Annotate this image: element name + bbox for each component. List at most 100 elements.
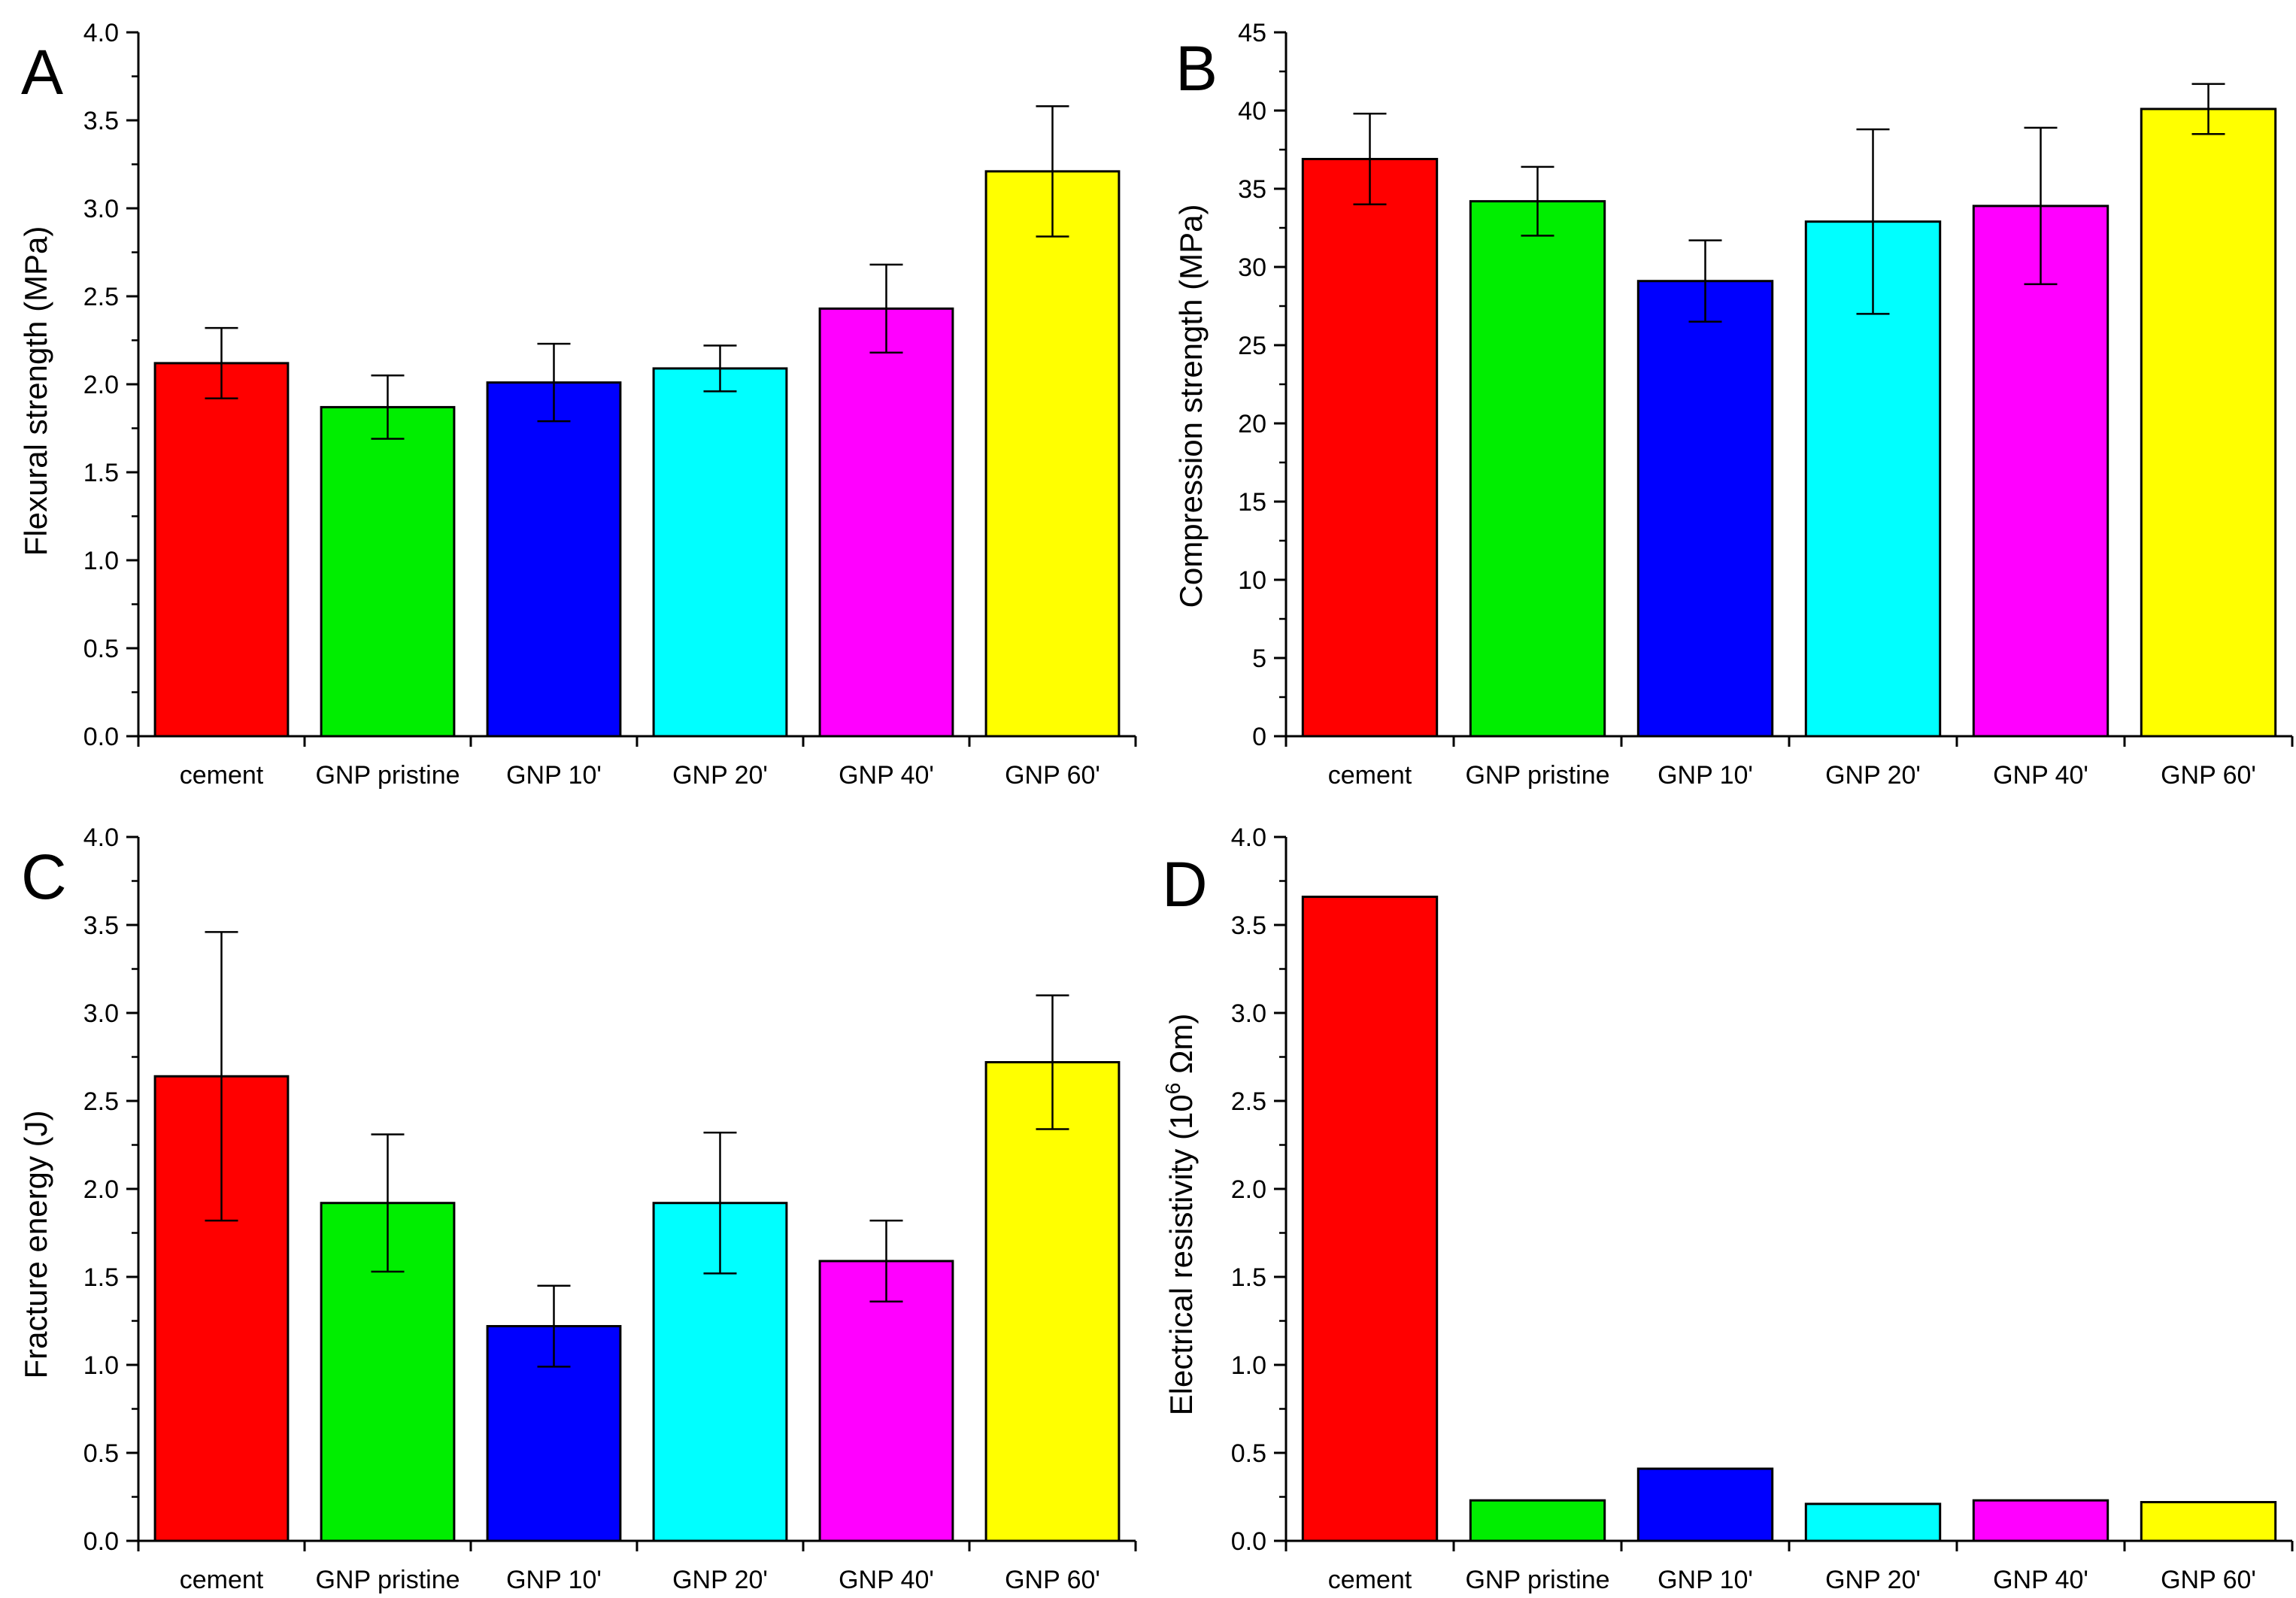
- panel-a-category-label-cement: cement: [180, 761, 264, 790]
- panel-c-bar-gnp-60: [984, 1061, 1121, 1542]
- panel-c-y-tick-label: 2.0: [83, 1175, 119, 1204]
- panel-d-y-tick-label: 3.5: [1231, 911, 1266, 940]
- panel-a-y-tick-label: 0.0: [83, 723, 119, 751]
- panel-d-y-tick-label: 3.0: [1231, 999, 1266, 1028]
- panel-a-y-axis-title: Flexural strength (MPa): [18, 226, 53, 556]
- panel-a-bar-gnp-pristine: [320, 405, 456, 738]
- panel-d-y-tick-label: 0.5: [1231, 1439, 1266, 1468]
- panel-c-category-label-gnp-10: GNP 10': [506, 1566, 602, 1594]
- panel-c-category-label-gnp-60: GNP 60': [1005, 1566, 1100, 1594]
- panel-a-category-label-gnp-20: GNP 20': [672, 761, 768, 790]
- panel-b-category-label-gnp-60: GNP 60': [2161, 761, 2256, 790]
- panel-a-category-label-gnp-60: GNP 60': [1005, 761, 1100, 790]
- panel-a-axes: [126, 31, 1137, 747]
- panel-c-bars: [153, 1061, 1121, 1542]
- panel-c-y-tick-label: 2.5: [83, 1087, 119, 1116]
- panel-b-axes: [1274, 31, 2294, 747]
- panel-b-ticks: cement GNP pristine GNP 10' GNP 20' GNP 40' G…: [1238, 19, 2256, 790]
- panel-b-category-label-gnp-40: GNP 40': [1993, 761, 2088, 790]
- panel-c-y-tick-label: 0.5: [83, 1439, 119, 1468]
- panel-a-y-tick-label: 3.5: [83, 107, 119, 135]
- panel-d-bar-cement: [1301, 896, 1439, 1542]
- panel-a-bar-gnp-10: [486, 381, 622, 738]
- panel-c-category-label-gnp-40: GNP 40': [839, 1566, 934, 1594]
- panel-a-y-tick-label: 4.0: [83, 19, 119, 47]
- panel-d-y-axis-title-superscript: 6: [1161, 1083, 1184, 1095]
- panel-c: cement GNP pristine GNP 10' GNP 20' GNP 40' G…: [18, 823, 1137, 1594]
- panel-b-error-bars: [1353, 83, 2225, 323]
- panel-a-ticks: cement GNP pristine GNP 10' GNP 20' GNP 40' G…: [83, 19, 1100, 790]
- panel-d-bar-gnp-10: [1636, 1467, 1774, 1542]
- panel-d-category-label-gnp-10: GNP 10': [1658, 1566, 1753, 1594]
- panel-b-bar-gnp-40: [1972, 205, 2109, 738]
- panel-d-y-tick-label: 2.0: [1231, 1175, 1266, 1204]
- panel-d-category-label-gnp-pristine: GNP pristine: [1465, 1566, 1609, 1594]
- panel-a-letter: A: [21, 37, 63, 108]
- panel-d-bar-gnp-pristine: [1469, 1499, 1606, 1542]
- panel-a-category-label-gnp-10: GNP 10': [506, 761, 602, 790]
- panel-c-category-label-gnp-20: GNP 20': [672, 1566, 768, 1594]
- panel-b-category-label-gnp-20: GNP 20': [1825, 761, 1921, 790]
- panel-d-y-tick-label: 2.5: [1231, 1087, 1266, 1116]
- panel-d-y-tick-label: 1.0: [1231, 1351, 1266, 1380]
- panel-b-y-tick-label: 25: [1238, 332, 1266, 360]
- panel-b-y-tick-label: 40: [1238, 97, 1266, 126]
- panel-b-y-axis-title: Compression strength (MPa): [1173, 205, 1209, 608]
- panel-b-y-tick-label: 45: [1238, 19, 1266, 47]
- panel-a-y-tick-label: 2.0: [83, 371, 119, 399]
- panel-b-y-tick-label: 30: [1238, 253, 1266, 282]
- panel-c-y-tick-label: 1.5: [83, 1263, 119, 1292]
- panel-d-bar-gnp-60: [2140, 1501, 2277, 1542]
- panel-a-category-label-gnp-40: GNP 40': [839, 761, 934, 790]
- panel-a-bar-gnp-20: [652, 367, 788, 738]
- panel-c-y-tick-label: 0.0: [83, 1527, 119, 1556]
- panel-d-category-label-gnp-60: GNP 60': [2161, 1566, 2256, 1594]
- panel-a-y-tick-label: 0.5: [83, 635, 119, 663]
- panel-b-letter: B: [1175, 33, 1218, 104]
- panel-d-category-label-cement: cement: [1328, 1566, 1412, 1594]
- panel-c-ticks: cement GNP pristine GNP 10' GNP 20' GNP 40' G…: [83, 823, 1100, 1594]
- panel-a-y-tick-label: 1.0: [83, 547, 119, 575]
- panel-c-letter: C: [21, 841, 67, 912]
- panel-c-y-tick-label: 3.0: [83, 999, 119, 1028]
- panel-d-y-tick-label: 0.0: [1231, 1527, 1266, 1556]
- panel-a-y-tick-label: 1.5: [83, 459, 119, 487]
- panel-d-category-label-gnp-40: GNP 40': [1993, 1566, 2088, 1594]
- panel-d-y-axis-title-unit: Ωm): [1163, 1014, 1199, 1083]
- panel-b: cement GNP pristine GNP 10' GNP 20' GNP 40' G…: [1173, 19, 2294, 790]
- panel-a-bars: [153, 170, 1121, 738]
- panel-c-category-label-gnp-pristine: GNP pristine: [315, 1566, 460, 1594]
- panel-b-y-tick-label: 20: [1238, 410, 1266, 438]
- panel-d-y-tick-label: 4.0: [1231, 823, 1266, 852]
- panel-a-bar-gnp-60: [984, 170, 1121, 738]
- panel-d-category-label-gnp-20: GNP 20': [1825, 1566, 1921, 1594]
- panel-b-y-tick-label: 10: [1238, 566, 1266, 595]
- panel-b-bar-cement: [1301, 157, 1439, 738]
- panel-b-y-tick-label: 5: [1252, 644, 1266, 673]
- panel-c-y-tick-label: 3.5: [83, 911, 119, 940]
- panel-a-y-tick-label: 2.5: [83, 283, 119, 311]
- panel-d-bar-gnp-20: [1804, 1502, 1942, 1542]
- panel-d-ticks: cement GNP pristine GNP 10' GNP 20' GNP 40' G…: [1231, 823, 2256, 1594]
- panel-c-y-tick-label: 4.0: [83, 823, 119, 852]
- panel-b-y-tick-label: 0: [1252, 723, 1266, 751]
- panel-c-category-label-cement: cement: [180, 1566, 264, 1594]
- panel-d-y-axis-title: Electrical resistivity (106 Ωm): [1161, 1014, 1199, 1416]
- panel-b-category-label-gnp-10: GNP 10': [1658, 761, 1753, 790]
- panel-d-bars: [1301, 896, 2277, 1542]
- panel-d-bar-gnp-40: [1972, 1499, 2109, 1542]
- panel-a-y-tick-label: 3.0: [83, 195, 119, 223]
- panel-d: cement GNP pristine GNP 10' GNP 20' GNP 40' G…: [1161, 823, 2294, 1594]
- panel-a-bar-cement: [153, 362, 290, 738]
- panel-c-error-bars: [205, 931, 1069, 1368]
- panel-b-bar-gnp-pristine: [1469, 200, 1606, 738]
- panel-b-category-label-gnp-pristine: GNP pristine: [1465, 761, 1609, 790]
- panel-a-category-label-gnp-pristine: GNP pristine: [315, 761, 460, 790]
- panel-c-bar-gnp-40: [818, 1260, 954, 1542]
- panel-d-y-tick-label: 1.5: [1231, 1263, 1266, 1292]
- panel-d-y-axis-title-base: Electrical resistivity (10: [1163, 1094, 1199, 1415]
- panel-d-axes: [1274, 835, 2294, 1551]
- panel-b-y-tick-label: 15: [1238, 488, 1266, 517]
- panel-b-category-label-cement: cement: [1328, 761, 1412, 790]
